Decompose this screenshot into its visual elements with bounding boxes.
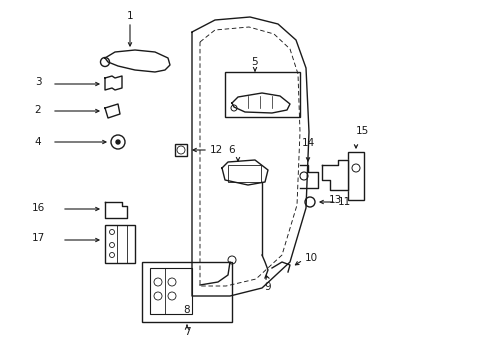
Bar <box>227 165 261 182</box>
Bar <box>224 72 299 117</box>
Bar <box>347 152 363 200</box>
Text: 16: 16 <box>31 203 44 213</box>
Text: 5: 5 <box>251 57 258 67</box>
Text: 9: 9 <box>264 282 271 292</box>
Polygon shape <box>222 160 267 185</box>
Circle shape <box>116 140 120 144</box>
Text: 6: 6 <box>228 145 235 155</box>
Text: 4: 4 <box>35 137 41 147</box>
Bar <box>142 262 231 322</box>
Text: 2: 2 <box>35 105 41 115</box>
Bar <box>150 268 192 314</box>
Text: 11: 11 <box>337 197 350 207</box>
Bar <box>105 225 135 263</box>
Text: 13: 13 <box>328 195 341 205</box>
Bar <box>175 144 186 156</box>
Polygon shape <box>321 160 347 190</box>
Text: 12: 12 <box>209 145 223 155</box>
Text: 7: 7 <box>183 327 190 337</box>
Text: 1: 1 <box>126 11 133 21</box>
Text: 15: 15 <box>355 126 368 136</box>
Text: 3: 3 <box>35 77 41 87</box>
Text: 14: 14 <box>301 138 314 148</box>
Text: 10: 10 <box>305 253 318 263</box>
Text: 17: 17 <box>31 233 44 243</box>
Text: 8: 8 <box>183 305 190 315</box>
